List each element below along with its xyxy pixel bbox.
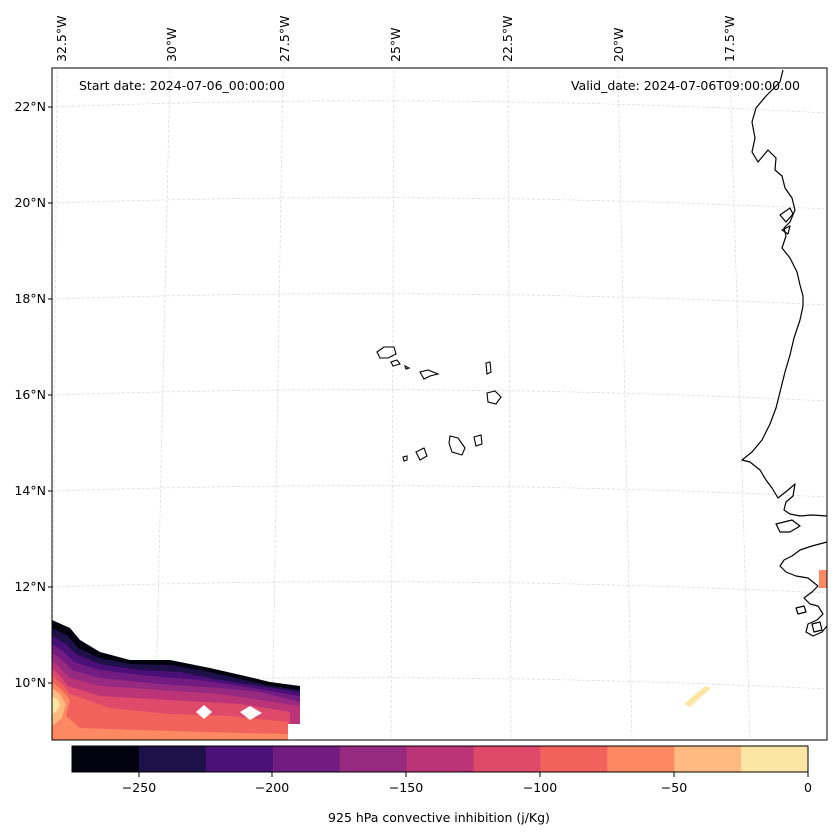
island-brava bbox=[402, 455, 408, 462]
colorbar-bin-1 bbox=[138, 746, 207, 772]
colorbar-bin-3 bbox=[272, 746, 341, 772]
parallel-22n bbox=[51, 100, 828, 114]
island-santo-antao bbox=[376, 346, 397, 359]
colorbar-bin-4 bbox=[339, 746, 408, 772]
colorbar-frame bbox=[71, 745, 809, 773]
lon-label-22.5w: 22.5°W bbox=[500, 16, 515, 62]
island-sao-nicolau bbox=[419, 369, 440, 380]
island-santiago bbox=[448, 435, 466, 456]
lat-label-16n: 16°N bbox=[14, 387, 46, 402]
meridian-27.5w bbox=[271, 69, 284, 741]
colorbar-bin-5 bbox=[406, 746, 474, 772]
colorbar-bin-8 bbox=[607, 746, 675, 772]
meridian-20w bbox=[617, 69, 633, 741]
coastline-guinea bbox=[779, 541, 828, 637]
island-senegal-coast bbox=[775, 519, 801, 533]
cape-verde-islands bbox=[376, 346, 502, 462]
colorbar-bin-10 bbox=[741, 746, 809, 772]
cin-hole-1 bbox=[196, 705, 212, 719]
lon-label-32.5w: 32.5°W bbox=[54, 16, 69, 62]
island-bijagos-1 bbox=[795, 605, 807, 615]
colorbar-bin-9 bbox=[674, 746, 742, 772]
lon-label-25w: 25°W bbox=[388, 27, 403, 62]
cb-tick-neg50: −50 bbox=[661, 780, 687, 795]
island-west-sahara-2 bbox=[781, 225, 791, 235]
island-maio bbox=[473, 434, 483, 447]
cb-tick-neg250: −250 bbox=[122, 780, 156, 795]
colorbar bbox=[72, 746, 809, 772]
graticule bbox=[51, 69, 828, 741]
island-west-sahara-1 bbox=[779, 207, 794, 223]
meridian-22.5w bbox=[507, 69, 512, 741]
lat-label-12n: 12°N bbox=[14, 579, 46, 594]
map-frame bbox=[51, 67, 828, 741]
lat-label-22n: 22°N bbox=[14, 99, 46, 114]
island-sal bbox=[485, 361, 492, 375]
longitude-labels: 32.5°W 30°W 27.5°W 25°W 22.5°W 20°W 17.5… bbox=[54, 16, 737, 62]
latitude-labels: 22°N 20°N 18°N 16°N 14°N 12°N 10°N bbox=[14, 99, 46, 690]
island-fogo bbox=[415, 447, 428, 461]
cin-hole-2 bbox=[240, 706, 262, 720]
parallel-12n bbox=[51, 581, 828, 594]
island-santa-luzia bbox=[404, 364, 411, 370]
cin-contours-southwest bbox=[52, 620, 300, 740]
colorbar-label: 925 hPa convective inhibition (j/Kg) bbox=[328, 810, 550, 825]
cb-tick-neg150: −150 bbox=[389, 780, 423, 795]
meridian-25w bbox=[390, 69, 395, 741]
island-bijagos-2 bbox=[811, 621, 823, 633]
colorbar-bin-0 bbox=[72, 746, 140, 772]
lat-label-14n: 14°N bbox=[14, 483, 46, 498]
island-boa-vista bbox=[486, 390, 502, 405]
parallel-18n bbox=[51, 293, 828, 306]
cin-band-9 bbox=[52, 682, 288, 740]
colorbar-bin-2 bbox=[205, 746, 274, 772]
colorbar-tick-labels: −250 −200 −150 −100 −50 0 bbox=[122, 780, 812, 795]
lat-label-20n: 20°N bbox=[14, 195, 46, 210]
colorbar-ticks bbox=[138, 772, 809, 777]
lat-label-10n: 10°N bbox=[14, 675, 46, 690]
cin-band-8 bbox=[52, 676, 288, 740]
cin-streak-southeast bbox=[684, 686, 711, 707]
cb-tick-0: 0 bbox=[804, 780, 812, 795]
lon-label-30w: 30°W bbox=[164, 27, 179, 62]
colorbar-bin-6 bbox=[473, 746, 541, 772]
meridian-32.5w bbox=[51, 69, 58, 741]
parallel-14n bbox=[51, 485, 828, 498]
axis-ticks bbox=[48, 106, 52, 684]
lon-label-27.5w: 27.5°W bbox=[277, 16, 292, 62]
cin-band-11 bbox=[52, 696, 60, 714]
coastline-west-africa bbox=[741, 69, 828, 517]
cin-hole-3 bbox=[288, 724, 300, 740]
colorbar-bin-7 bbox=[540, 746, 608, 772]
lat-label-18n: 18°N bbox=[14, 291, 46, 306]
coastlines bbox=[741, 69, 828, 637]
valid-date-title: Valid_date: 2024-07-06T09:00:00.00 bbox=[571, 78, 800, 93]
cin-patch-coast bbox=[819, 570, 827, 588]
parallel-20n bbox=[51, 197, 828, 210]
meridian-17.5w bbox=[729, 69, 751, 741]
lon-label-17.5w: 17.5°W bbox=[722, 16, 737, 62]
lon-label-20w: 20°W bbox=[611, 27, 626, 62]
meridian-30w bbox=[154, 69, 171, 741]
parallel-16n bbox=[51, 389, 828, 402]
island-sao-vicente bbox=[390, 359, 401, 367]
cb-tick-neg100: −100 bbox=[523, 780, 557, 795]
cb-tick-neg200: −200 bbox=[255, 780, 289, 795]
start-date-title: Start date: 2024-07-06_00:00:00 bbox=[79, 78, 285, 93]
